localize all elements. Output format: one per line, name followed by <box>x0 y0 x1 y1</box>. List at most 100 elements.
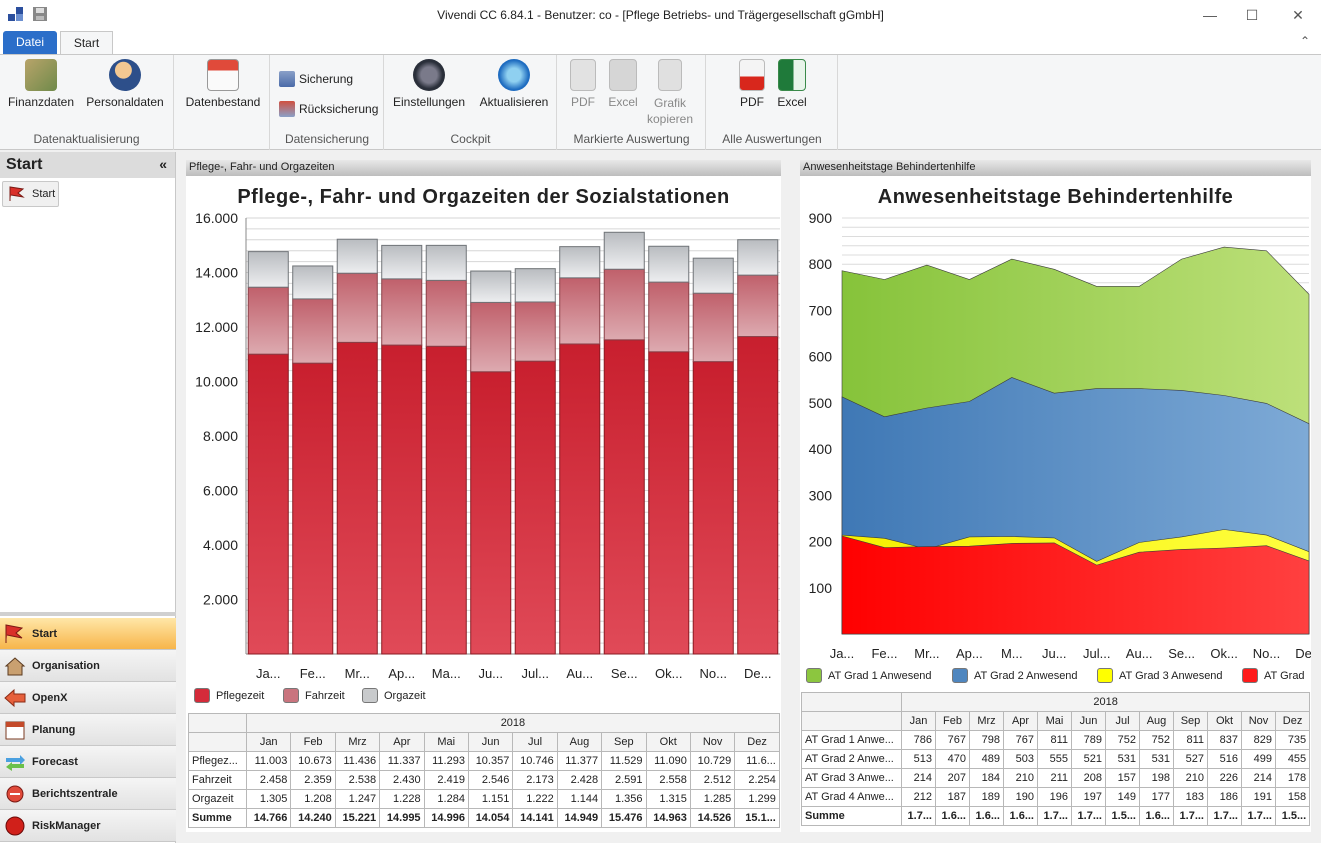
legend-swatch <box>362 688 378 703</box>
collapse-panel-icon[interactable]: « <box>159 156 167 172</box>
sicherung-button[interactable]: Sicherung <box>279 70 353 88</box>
table-cell: 11.529 <box>601 751 647 771</box>
save-icon[interactable] <box>32 6 48 22</box>
nav-label: Berichtszentrale <box>32 788 118 800</box>
table-row[interactable]: Orgazeit 1.305 1.208 1.247 1.228 1.284 1.151 1.… <box>188 789 780 809</box>
month-header: Mai <box>1037 711 1072 731</box>
nav-start[interactable]: Start <box>0 618 176 650</box>
table-cell: 15.476 <box>601 808 647 828</box>
restore-icon <box>279 101 295 117</box>
grafik-kopieren-label: Grafik kopieren <box>646 96 694 126</box>
nav-organisation[interactable]: Organisation <box>0 650 176 682</box>
minimize-button[interactable]: — <box>1203 7 1217 23</box>
window-title: Vivendi CC 6.84.1 - Benutzer: co - [Pfle… <box>437 8 884 22</box>
legend-fahrzeit: Fahrzeit <box>283 688 345 704</box>
copy-icon <box>658 59 682 91</box>
money-icon <box>25 59 57 91</box>
title-bar: Vivendi CC 6.84.1 - Benutzer: co - [Pfle… <box>0 0 1321 30</box>
month-header: Mrz <box>334 732 381 752</box>
table-cell: 1.222 <box>512 789 558 809</box>
nav-label: Organisation <box>32 660 100 672</box>
datenbestand-button[interactable]: Datenbestand <box>181 59 265 109</box>
x-tick-label: Fe... <box>300 666 326 681</box>
excel-button[interactable]: Excel <box>773 59 811 109</box>
table-cell: 1.5... <box>1274 806 1311 826</box>
nav-planung[interactable]: Planung <box>0 714 176 746</box>
table-row[interactable]: AT Grad 4 Anwe... 212 187 189 190 196 197 149 17… <box>801 787 1311 807</box>
table-cell: 214 <box>901 768 936 788</box>
grafik-kopieren-button-disabled[interactable]: Grafik kopieren <box>644 59 696 127</box>
table-cell: 196 <box>1037 787 1072 807</box>
pane-header: Anwesenheitstage Behindertenhilfe <box>800 160 1311 176</box>
table-cell: 767 <box>935 730 970 750</box>
table-cell: 1.284 <box>423 789 469 809</box>
table-cell: 2.430 <box>379 770 425 790</box>
aktualisieren-button[interactable]: Aktualisieren <box>475 59 553 109</box>
table-row[interactable]: Pflegez... 11.003 10.673 11.436 11.337 11.293… <box>188 751 780 771</box>
corner-cell <box>801 711 902 731</box>
panel-header: Start « <box>0 152 175 178</box>
table-row[interactable]: Fahrzeit 2.458 2.359 2.538 2.430 2.419 2.546 2.… <box>188 770 780 790</box>
finanzdaten-button[interactable]: Finanzdaten <box>6 59 76 109</box>
table-cell: 183 <box>1173 787 1208 807</box>
tab-start[interactable]: Start <box>60 31 113 55</box>
table-row[interactable]: AT Grad 3 Anwe... 214 207 184 210 211 208 157 19… <box>801 768 1311 788</box>
splitter[interactable] <box>0 612 176 616</box>
table-row[interactable]: Summe 14.766 14.240 15.221 14.995 14.996 14.05… <box>188 808 780 828</box>
ribbon-collapse-icon[interactable]: ⌃ <box>1300 34 1311 48</box>
table-cell: 207 <box>935 768 970 788</box>
bar-segment-orgazeit <box>470 270 512 303</box>
ruecksicherung-button[interactable]: Rücksicherung <box>279 100 378 118</box>
close-button[interactable]: ✕ <box>1292 7 1304 23</box>
nav-openx[interactable]: OpenX <box>0 682 176 714</box>
bar-segment-fahrzeit <box>336 272 378 343</box>
excel-button-disabled[interactable]: Excel <box>604 59 642 109</box>
pdf-button-disabled[interactable]: PDF <box>564 59 602 109</box>
nav-berichtszentrale[interactable]: Berichtszentrale <box>0 778 176 810</box>
y-tick-label: 900 <box>809 210 833 226</box>
bar-segment-orgazeit <box>692 257 734 294</box>
table-row[interactable]: AT Grad 1 Anwe... 786 767 798 767 811 789 752 75… <box>801 730 1311 750</box>
nav-forecast[interactable]: Forecast <box>0 746 176 778</box>
table-cell: 15.221 <box>334 808 381 828</box>
panel-title: Start <box>6 156 43 173</box>
bar-segment-fahrzeit <box>648 281 690 353</box>
x-tick-label: Ok... <box>655 666 682 681</box>
table-cell: 212 <box>901 787 936 807</box>
navigation-panel: Start « Start Start Organisation OpenX P… <box>0 152 176 843</box>
x-tick-label: Au... <box>566 666 593 681</box>
maximize-button[interactable]: ☐ <box>1245 7 1259 23</box>
table-cell: 1.208 <box>290 789 336 809</box>
table-row[interactable]: AT Grad 2 Anwe... 513 470 489 503 555 521 531 53… <box>801 749 1311 769</box>
group-markierte-auswertung: PDF Excel Grafik kopieren Markierte Ausw… <box>558 55 706 150</box>
table-cell: 1.7... <box>1173 806 1208 826</box>
excel-icon <box>778 59 806 91</box>
month-header: Okt <box>645 732 691 752</box>
group-cockpit: Einstellungen Aktualisieren Cockpit <box>385 55 557 150</box>
table-cell: 2.428 <box>556 770 603 790</box>
bar-segment-orgazeit <box>292 265 334 300</box>
table-cell: 14.054 <box>467 808 514 828</box>
table-cell: 1.151 <box>467 789 514 809</box>
table-cell: 798 <box>969 730 1004 750</box>
x-tick-label: Ju... <box>478 666 503 681</box>
table-cell: 1.356 <box>601 789 647 809</box>
table-cell: 811 <box>1173 730 1208 750</box>
table-cell: 455 <box>1274 749 1311 769</box>
start-shortcut[interactable]: Start <box>2 181 59 207</box>
table-cell: 1.7... <box>901 806 936 826</box>
table-row[interactable]: Summe 1.7... 1.6... 1.6... 1.6... 1.7... 1.7..… <box>801 806 1311 826</box>
table-cell: 527 <box>1173 749 1208 769</box>
table-cell: 197 <box>1071 787 1106 807</box>
pdf-button[interactable]: PDF <box>733 59 771 109</box>
table-cell: 521 <box>1071 749 1106 769</box>
x-tick-label: Ma... <box>432 666 461 681</box>
ribbon-tabs: Datei Start ⌃ <box>0 30 1321 55</box>
month-header: Feb <box>935 711 970 731</box>
group-label: Datenaktualisierung <box>33 132 140 146</box>
tab-datei[interactable]: Datei <box>3 31 57 54</box>
nav-riskmanager[interactable]: RiskManager <box>0 810 176 842</box>
einstellungen-button[interactable]: Einstellungen <box>391 59 467 109</box>
table-cell: 208 <box>1071 768 1106 788</box>
personaldaten-button[interactable]: Personaldaten <box>84 59 166 109</box>
